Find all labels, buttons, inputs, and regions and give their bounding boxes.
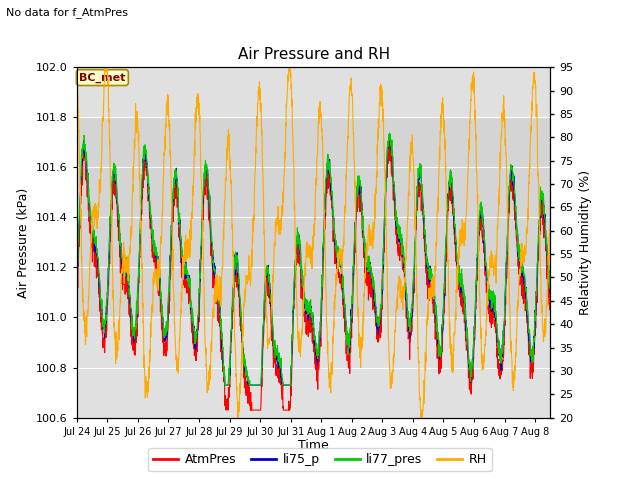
- Bar: [77, 117, 550, 317]
- Title: Air Pressure and RH: Air Pressure and RH: [237, 47, 390, 62]
- X-axis label: Time: Time: [298, 439, 329, 453]
- Y-axis label: Relativity Humidity (%): Relativity Humidity (%): [579, 170, 592, 315]
- Text: BC_met: BC_met: [79, 72, 125, 83]
- Y-axis label: Air Pressure (kPa): Air Pressure (kPa): [17, 187, 31, 298]
- Text: No data for f_AtmPres: No data for f_AtmPres: [6, 7, 129, 18]
- Legend: AtmPres, li75_p, li77_pres, RH: AtmPres, li75_p, li77_pres, RH: [148, 448, 492, 471]
